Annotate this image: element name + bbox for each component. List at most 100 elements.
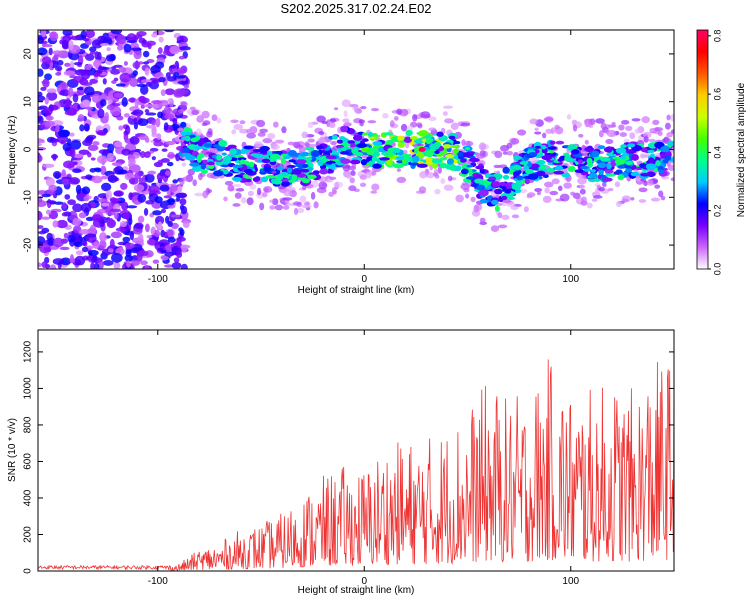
heatmap-cell <box>647 149 655 154</box>
heatmap-cell <box>360 159 368 166</box>
heatmap-cell <box>153 229 161 238</box>
heatmap-cell <box>478 142 487 151</box>
heatmap-cell <box>262 138 273 144</box>
heatmap-cell <box>87 249 99 256</box>
snr-y-tick-label: 800 <box>23 416 34 433</box>
heatmap-cell <box>536 191 542 196</box>
heatmap-cell <box>342 118 350 123</box>
heatmap-cell <box>69 147 76 158</box>
heatmap-cell <box>72 168 82 174</box>
heatmap-cell <box>52 170 62 179</box>
heatmap-cell <box>530 157 540 163</box>
heatmap-cell <box>287 150 297 157</box>
heatmap-cell <box>317 137 326 144</box>
heatmap-cell <box>256 187 262 196</box>
heatmap-cell <box>291 169 302 175</box>
heatmap-cell <box>131 259 141 266</box>
heatmap-cell <box>246 132 256 139</box>
heatmap-cell <box>128 97 137 103</box>
heatmap-cell <box>216 154 223 161</box>
heatmap-cell <box>517 129 527 136</box>
heatmap-cell <box>460 168 469 175</box>
heatmap-cell <box>206 130 213 138</box>
heatmap-cell <box>667 164 674 171</box>
heatmap-cell <box>89 168 97 173</box>
heatmap-cell <box>169 185 178 192</box>
heatmap-cell <box>193 146 203 150</box>
heatmap-cell <box>558 185 563 192</box>
heatmap-cell <box>545 168 556 173</box>
heatmap-cell <box>352 134 363 141</box>
heatmap-cell <box>511 214 520 219</box>
heatmap-cell <box>157 221 163 230</box>
heatmap-cell <box>615 200 622 207</box>
heatmap-cell <box>124 242 135 249</box>
heatmap-cell <box>587 161 594 168</box>
heatmap-cell <box>145 81 152 87</box>
heatmap-cell <box>63 70 76 76</box>
heatmap-cell <box>104 95 111 101</box>
heatmap-cell <box>563 152 570 157</box>
heatmap-cell <box>579 188 586 195</box>
heatmap-cell <box>84 53 95 61</box>
heatmap-cell <box>389 120 395 128</box>
heatmap-cell <box>130 115 136 119</box>
heatmap-cell <box>105 54 116 62</box>
heatmap-cell <box>598 168 604 176</box>
heatmap-cell <box>497 212 503 219</box>
heatmap-cell <box>97 108 105 119</box>
heatmap-cell <box>307 143 318 148</box>
heatmap-cell <box>497 224 508 229</box>
heatmap-cell <box>276 166 284 171</box>
heatmap-cell <box>270 143 280 150</box>
heatmap-cell <box>189 106 196 111</box>
heatmap-cell <box>164 88 175 96</box>
heatmap-cell <box>114 141 123 148</box>
heatmap-x-tick-label: -100 <box>148 274 168 285</box>
heatmap-cell <box>116 115 124 121</box>
heatmap-cell <box>600 122 607 130</box>
heatmap-cell <box>134 98 139 109</box>
heatmap-cell <box>143 207 149 216</box>
heatmap-cell <box>564 172 570 178</box>
heatmap-cell <box>526 194 533 199</box>
heatmap-cell <box>425 150 434 158</box>
heatmap-cell <box>631 118 641 122</box>
heatmap-cell <box>662 159 669 164</box>
heatmap-cell <box>265 175 276 179</box>
heatmap-cell <box>252 177 260 182</box>
heatmap-cell <box>202 190 209 199</box>
heatmap-cell <box>173 257 180 263</box>
heatmap-cell <box>160 208 167 214</box>
heatmap-cell <box>359 182 367 187</box>
colorbar: 0.0 0.2 0.4 0.6 0.8 Normalized spectral ampl… <box>696 30 747 275</box>
heatmap-cell <box>190 137 199 143</box>
heatmap-cell <box>288 159 296 163</box>
heatmap-cell <box>38 36 44 45</box>
heatmap-cell <box>498 181 507 187</box>
heatmap-cell <box>360 106 367 110</box>
heatmap-cell <box>658 190 664 198</box>
heatmap-cell <box>156 172 164 181</box>
heatmap-cell <box>180 136 189 141</box>
heatmap-cell <box>549 190 559 196</box>
heatmap-cell <box>394 116 399 121</box>
heatmap-cell <box>657 131 663 136</box>
heatmap-cell <box>108 217 114 225</box>
heatmap-cell <box>106 152 114 162</box>
heatmap-cell <box>523 206 529 213</box>
heatmap-cell <box>420 111 431 119</box>
heatmap-cell <box>555 140 565 145</box>
heatmap-cell <box>52 50 64 55</box>
heatmap-cell <box>100 175 108 180</box>
heatmap-cell <box>269 153 281 160</box>
heatmap-cell <box>494 205 500 212</box>
heatmap-cell <box>200 162 207 170</box>
heatmap-cell <box>349 159 361 165</box>
colorbar-tick-label: 0.2 <box>712 204 722 217</box>
heatmap-cell <box>152 210 162 216</box>
heatmap-cell <box>652 119 660 126</box>
heatmap-cell <box>349 177 355 184</box>
heatmap-cell <box>38 262 42 268</box>
